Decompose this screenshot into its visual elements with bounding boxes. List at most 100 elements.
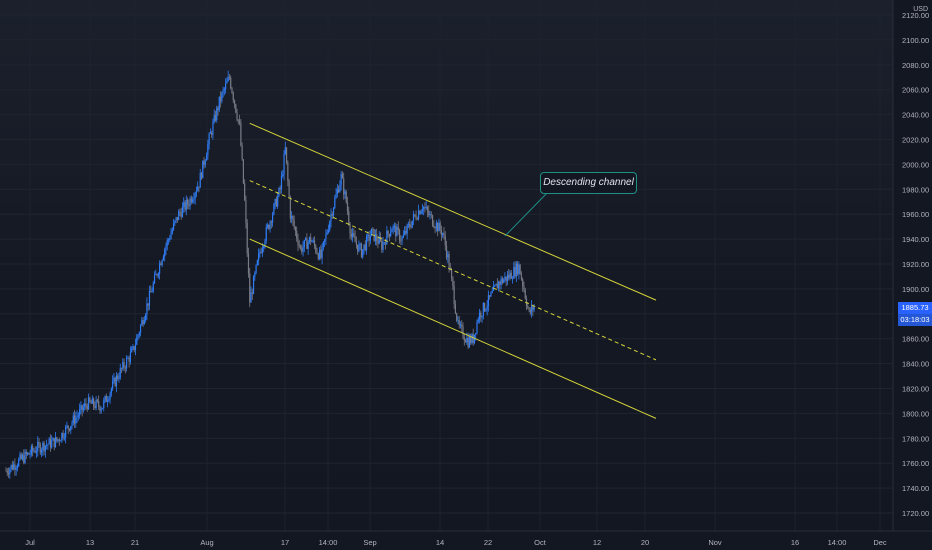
candle-body: [414, 214, 416, 216]
candle-body: [490, 292, 492, 297]
candle-body: [85, 403, 87, 406]
candle-body: [84, 403, 86, 408]
candle-body: [330, 214, 332, 222]
candle-body: [82, 407, 85, 411]
candle-body: [445, 245, 448, 258]
candle-body: [211, 132, 213, 135]
candle-body: [397, 226, 399, 231]
candle-body: [384, 242, 387, 245]
candle-body: [148, 291, 151, 306]
time-tick-label: 14:00: [828, 538, 847, 547]
candle-body: [336, 189, 338, 194]
candle-body: [133, 346, 135, 351]
candle-body: [231, 87, 233, 93]
candle-body: [509, 272, 511, 279]
candle-body: [489, 295, 491, 297]
candle-body: [528, 307, 530, 310]
candle-body: [43, 442, 45, 452]
candle-body: [162, 256, 165, 261]
candle-body: [368, 234, 370, 241]
candle-body: [324, 239, 326, 242]
price-axis: 1720.00 1740.00 1760.00 1780.00 1800.00 1820.…: [892, 0, 932, 550]
candle-body: [232, 92, 234, 101]
candle-body: [132, 346, 134, 349]
candle-body: [365, 236, 368, 251]
candle-body: [106, 400, 109, 402]
annotation-callout[interactable]: Descending channel: [540, 172, 637, 194]
candle-body: [151, 291, 153, 293]
candle-body: [23, 455, 25, 463]
candle-body: [447, 254, 449, 258]
candle-body: [213, 114, 215, 123]
candle-body: [313, 240, 316, 246]
time-tick-label: 16: [791, 538, 799, 547]
candle-body: [68, 428, 71, 431]
candle-body: [381, 240, 383, 250]
candle-body: [476, 321, 478, 334]
candle-body: [175, 217, 177, 221]
candle-body: [504, 276, 506, 280]
candle-body: [62, 433, 64, 438]
candle-body: [166, 240, 168, 246]
candle-body: [128, 358, 130, 362]
candle-body: [96, 399, 99, 401]
candle-body: [222, 90, 224, 93]
candle-body: [269, 221, 271, 230]
candle-body: [519, 264, 521, 275]
candle-body: [216, 107, 218, 121]
candle-body: [419, 210, 421, 215]
candle-body: [47, 444, 49, 446]
candle-body: [114, 377, 116, 387]
candle-body: [358, 244, 360, 252]
candle-body: [398, 230, 401, 241]
candle-body: [429, 214, 431, 216]
candle-body: [412, 214, 415, 221]
candle-body: [501, 278, 503, 283]
candle-body: [377, 240, 379, 244]
candle-body: [236, 112, 238, 120]
candle-body: [76, 416, 78, 418]
candle-body: [204, 160, 206, 165]
candle-body: [179, 211, 181, 213]
candle-body: [71, 422, 73, 427]
candle-body: [487, 295, 490, 306]
candle-body: [156, 274, 158, 276]
candle-body: [270, 221, 272, 223]
candle-body: [195, 190, 198, 194]
candle-body: [235, 104, 237, 113]
candle-body: [153, 275, 156, 284]
candle-body: [61, 433, 63, 441]
candle-body: [320, 249, 322, 259]
candle-body: [453, 285, 455, 305]
candle-body: [461, 324, 463, 327]
candle-body: [454, 304, 457, 314]
candle-body: [279, 187, 281, 190]
candle-body: [152, 283, 154, 292]
candle-body: [305, 238, 307, 240]
candle-body: [462, 326, 464, 338]
candle-body: [89, 397, 91, 402]
candle-body: [194, 193, 196, 199]
candle-body: [317, 253, 319, 260]
candle-body: [40, 449, 43, 453]
candle-body: [258, 253, 260, 261]
candle-body: [335, 193, 337, 199]
candle-body: [451, 269, 453, 278]
candle-body: [13, 464, 15, 470]
price-tick-label: 2000.00: [902, 160, 929, 169]
candle-body: [316, 251, 318, 254]
price-tick-label: 2080.00: [902, 61, 929, 70]
candle-body: [65, 426, 67, 438]
candle-body: [439, 222, 441, 231]
candle-body: [172, 223, 175, 230]
candle-body: [218, 96, 220, 110]
candle-body: [480, 312, 482, 318]
candle-body: [92, 398, 95, 406]
current-price-badge: 1885.73: [898, 302, 932, 314]
candle-body: [75, 417, 77, 424]
candle-body: [415, 215, 417, 219]
channel-upper-line: [249, 122, 657, 301]
candle-body: [254, 272, 256, 277]
